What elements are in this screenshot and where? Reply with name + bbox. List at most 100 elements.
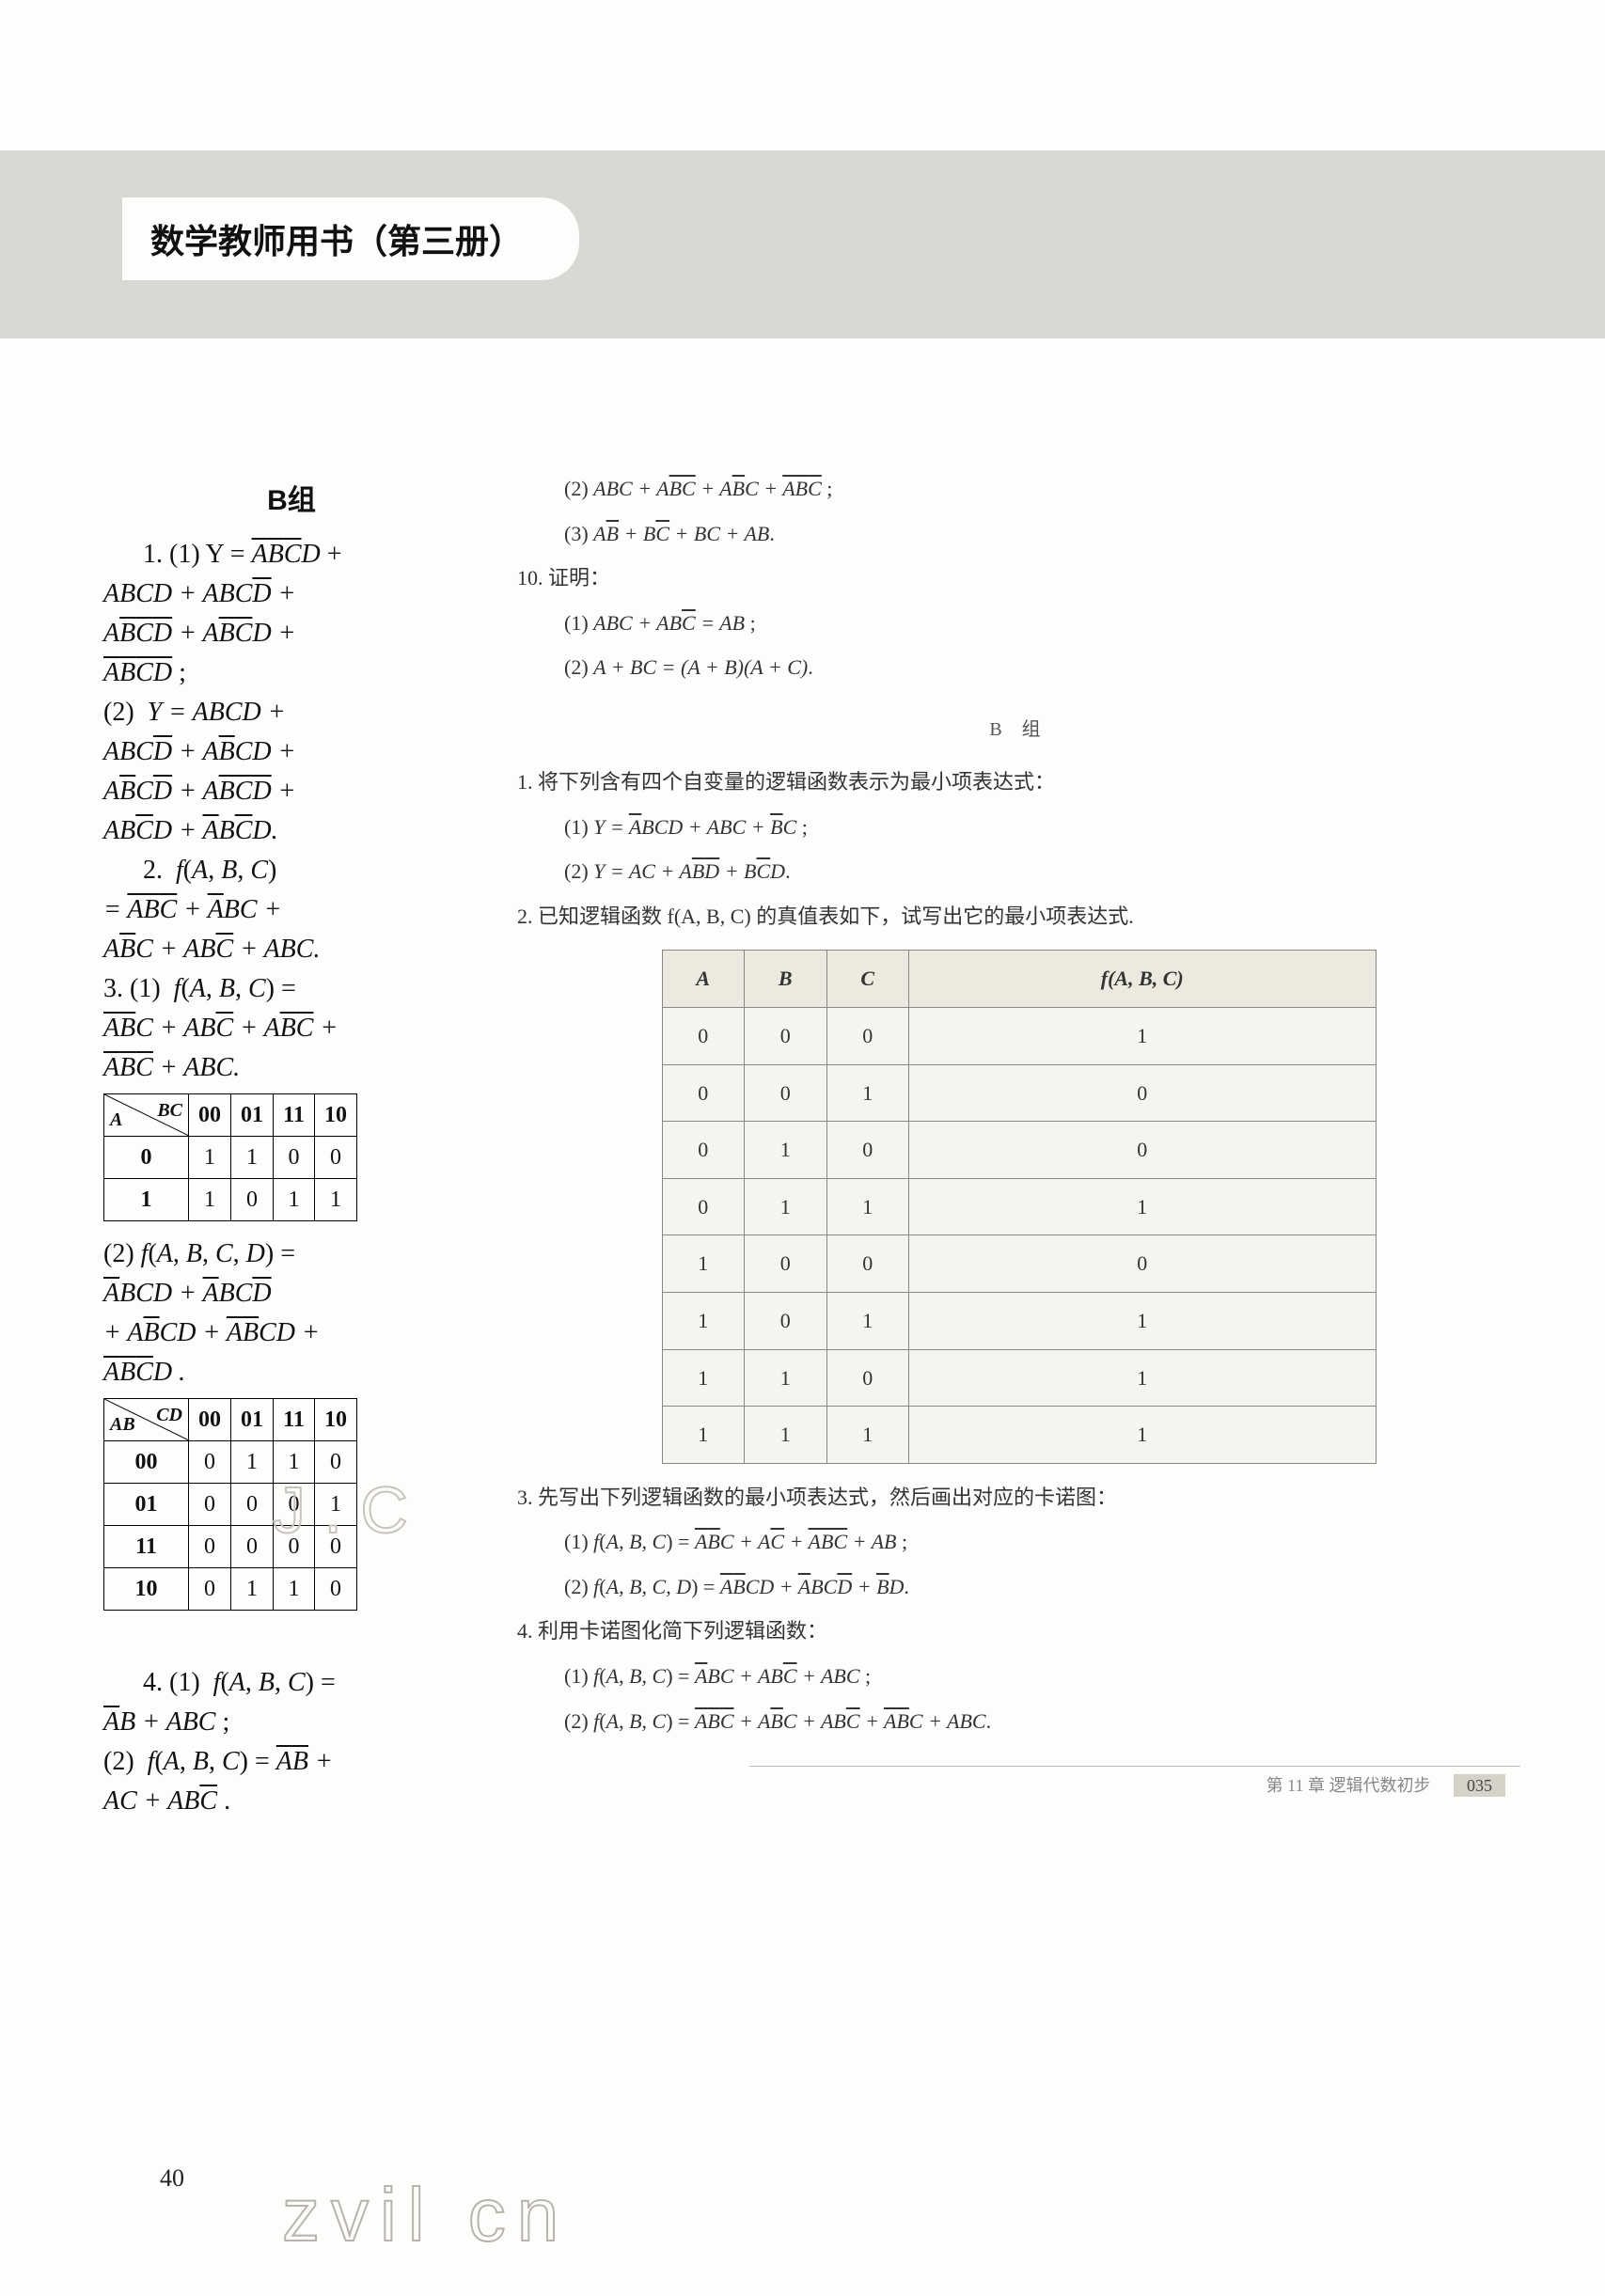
kmap2-r0-lbl: 00 <box>104 1441 189 1484</box>
right-column: (2) ABC + ABC + ABC + ABC ; (3) AB + BC … <box>517 451 1520 1821</box>
kmap2-r0c3: 0 <box>315 1441 357 1484</box>
kmap1-corner: BC A <box>104 1094 189 1137</box>
chapter-label: 第 11 章 逻辑代数初步 <box>1267 1776 1431 1795</box>
r-top-2: (3) AB + BC + BC + AB. <box>517 515 1520 553</box>
q4-2-head: (2) f(A, B, C) = AB + <box>103 1742 480 1782</box>
tt-h-f: f(A, B, C) <box>909 951 1377 1008</box>
r-q1-1: (1) Y = ABCD + ABC + BC ; <box>517 809 1520 846</box>
r-top-1: (2) ABC + ABC + ABC + ABC ; <box>517 470 1520 508</box>
kmap2-r2c2: 0 <box>274 1526 315 1568</box>
kmap2-r2c0: 0 <box>189 1526 231 1568</box>
tt-r5c3: 1 <box>909 1292 1377 1349</box>
kmap1-col-2: 11 <box>274 1094 315 1137</box>
tt-r1c2: 1 <box>826 1064 909 1122</box>
r-q1-2: (2) Y = AC + ABD + BCD. <box>517 853 1520 890</box>
kmap2-r1c3: 1 <box>315 1484 357 1526</box>
q4-1-line2: AB + ABC ; <box>103 1703 480 1742</box>
kmap2-col-1: 01 <box>231 1399 274 1441</box>
tt-r6c2: 0 <box>826 1349 909 1407</box>
tt-r6c0: 1 <box>662 1349 745 1407</box>
tt-r1c0: 0 <box>662 1064 745 1122</box>
kmap2-r2-lbl: 11 <box>104 1526 189 1568</box>
q4-2-line2: AC + ABC . <box>103 1782 480 1821</box>
kmap1-r1c3: 1 <box>315 1179 357 1221</box>
tt-r0c0: 0 <box>662 1007 745 1064</box>
tt-h-B: B <box>745 951 827 1008</box>
tt-r6c3: 1 <box>909 1349 1377 1407</box>
kmap1-col-3: 10 <box>315 1094 357 1137</box>
q3-1-line2: ABC + ABC + ABC + <box>103 1009 480 1048</box>
q3-1-line3: ABC + ABC. <box>103 1048 480 1088</box>
tt-r3c0: 0 <box>662 1178 745 1235</box>
tt-r2c2: 0 <box>826 1122 909 1179</box>
kmap1-r1c1: 0 <box>231 1179 274 1221</box>
q3-2-line2: ABCD + ABCD <box>103 1274 480 1313</box>
r-q4-2: (2) f(A, B, C) = ABC + ABC + ABC + ABC +… <box>517 1703 1520 1740</box>
kmap1-r0c2: 0 <box>274 1137 315 1179</box>
q1-1-line4: ABCD ; <box>103 653 480 693</box>
kmap2-r1-lbl: 01 <box>104 1484 189 1526</box>
kmap2-r2c3: 0 <box>315 1526 357 1568</box>
kmap1-row1-label: 1 <box>104 1179 189 1221</box>
tt-r0c3: 1 <box>909 1007 1377 1064</box>
kmap2-r0c0: 0 <box>189 1441 231 1484</box>
section-b-heading: B组 <box>103 480 480 522</box>
q2-line2: = ABC + ABC + <box>103 890 480 930</box>
content-area: B组 1. (1) Y = ABCD + ABCD + ABCD + ABCD … <box>103 451 1520 1821</box>
tt-r7c0: 1 <box>662 1407 745 1464</box>
q3-1-head: 3. (1) f(A, B, C) = <box>103 969 480 1009</box>
page-number: 40 <box>160 2164 184 2193</box>
q4-1-head: 4. (1) f(A, B, C) = <box>103 1663 480 1703</box>
r-q10-1: (1) ABC + ABC = AB ; <box>517 605 1520 642</box>
tt-r0c1: 0 <box>745 1007 827 1064</box>
tt-h-C: C <box>826 951 909 1008</box>
kmap2-r0c1: 1 <box>231 1441 274 1484</box>
page: 数学教师用书（第三册） B组 1. (1) Y = ABCD + ABCD + … <box>0 0 1605 2296</box>
truth-table: A B C f(A, B, C) 0001 0010 0100 0111 100… <box>662 950 1377 1463</box>
kmap1-r1c2: 1 <box>274 1179 315 1221</box>
kmap-4var: CD AB 00 01 11 10 00 0 1 1 0 01 0 0 0 <box>103 1398 357 1611</box>
tt-r2c1: 1 <box>745 1122 827 1179</box>
kmap2-r2c1: 0 <box>231 1526 274 1568</box>
kmap2-r3c2: 1 <box>274 1568 315 1611</box>
q1-2-line3: ABCD + ABCD + <box>103 772 480 811</box>
q1-2-head: (2) Y = ABCD + <box>103 693 480 732</box>
tt-r4c0: 1 <box>662 1235 745 1293</box>
tt-r5c0: 1 <box>662 1292 745 1349</box>
r-q1-head: 1. 将下列含有四个自变量的逻辑函数表示为最小项表达式： <box>517 763 1520 801</box>
inner-page-number: 035 <box>1454 1774 1505 1797</box>
tt-r5c1: 0 <box>745 1292 827 1349</box>
q1-2-line4: ABCD + ABCD. <box>103 811 480 851</box>
tt-r2c3: 0 <box>909 1122 1377 1179</box>
q3-2-line3: + ABCD + ABCD + <box>103 1313 480 1353</box>
kmap1-r1c0: 1 <box>189 1179 231 1221</box>
r-q2-head: 2. 已知逻辑函数 f(A, B, C) 的真值表如下，试写出它的最小项表达式. <box>517 898 1520 936</box>
tt-r1c3: 0 <box>909 1064 1377 1122</box>
q1-2-line2: ABCD + ABCD + <box>103 732 480 772</box>
kmap1-row0-label: 0 <box>104 1137 189 1179</box>
kmap2-corner: CD AB <box>104 1399 189 1441</box>
tt-r7c2: 1 <box>826 1407 909 1464</box>
kmap2-r1c2: 0 <box>274 1484 315 1526</box>
tt-r7c3: 1 <box>909 1407 1377 1464</box>
kmap2-r3c0: 0 <box>189 1568 231 1611</box>
q3-2-line4: ABCD . <box>103 1353 480 1392</box>
kmap2-r1c1: 0 <box>231 1484 274 1526</box>
page-title: 数学教师用书（第三册） <box>150 222 523 260</box>
kmap2-r0c2: 1 <box>274 1441 315 1484</box>
r-q10-head: 10. 证明： <box>517 559 1520 597</box>
kmap1-col-0: 00 <box>189 1094 231 1137</box>
left-column: B组 1. (1) Y = ABCD + ABCD + ABCD + ABCD … <box>103 451 480 1821</box>
r-q3-1: (1) f(A, B, C) = ABC + AC + ABC + AB ; <box>517 1523 1520 1561</box>
tt-r5c2: 1 <box>826 1292 909 1349</box>
tt-r4c2: 0 <box>826 1235 909 1293</box>
tt-r6c1: 1 <box>745 1349 827 1407</box>
chapter-footer: 第 11 章 逻辑代数初步 035 <box>749 1766 1520 1801</box>
tt-r7c1: 1 <box>745 1407 827 1464</box>
kmap2-col-2: 11 <box>274 1399 315 1441</box>
q1-1-head: 1. (1) Y = ABCD + <box>103 535 480 574</box>
kmap2-r3c1: 1 <box>231 1568 274 1611</box>
kmap2-col-3: 10 <box>315 1399 357 1441</box>
tt-r2c0: 0 <box>662 1122 745 1179</box>
kmap1-r0c3: 0 <box>315 1137 357 1179</box>
